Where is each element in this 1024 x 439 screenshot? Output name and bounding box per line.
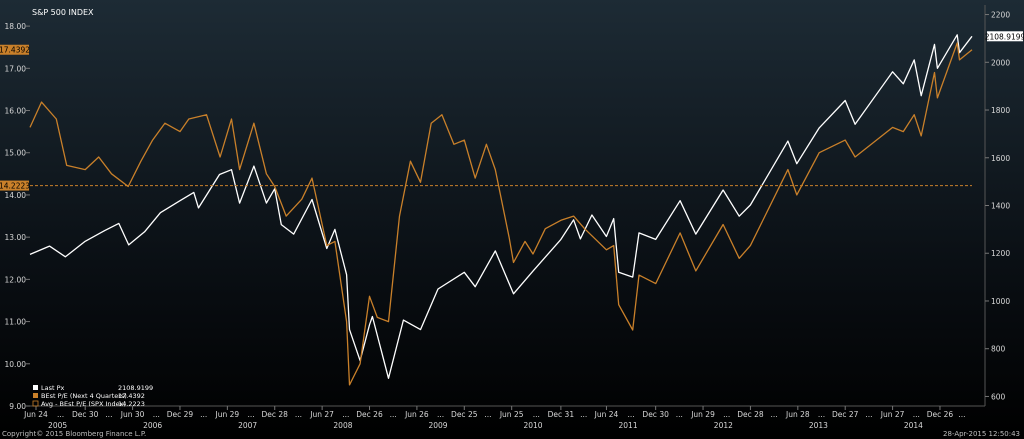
x-year-label: 2006	[143, 421, 162, 430]
legend-label-pe: BEst P/E (Next 4 Quarters)	[41, 392, 127, 400]
best-pe-line	[29, 42, 973, 386]
legend-label-price: Last Px	[41, 384, 65, 392]
footer-timestamp: 28-Apr-2015 12:50:43	[943, 430, 1020, 438]
y-left-tick-label: 15.00	[5, 149, 27, 158]
x-tick-label: Dec 27	[832, 410, 859, 419]
x-tick-label: Jun 24	[594, 410, 619, 419]
y-right-tick-label: 1400	[991, 202, 1010, 211]
y-left-tick-label: 14.00	[5, 191, 27, 200]
y-left-tick-label: 13.00	[5, 233, 27, 242]
y-right-tick-label: 800	[991, 345, 1006, 354]
x-tick-gap-marker: ...	[247, 410, 254, 419]
legend-value-price: 2108.9199	[118, 384, 153, 392]
chart-title: S&P 500 INDEX	[32, 8, 94, 17]
x-tick-gap-marker: ...	[437, 410, 444, 419]
legend-swatch-price	[33, 385, 38, 390]
x-tick-gap-marker: ...	[723, 410, 730, 419]
x-tick-label: Dec 30	[72, 410, 99, 419]
x-tick-gap-marker: ...	[105, 410, 112, 419]
y-left-tick-label: 9.00	[9, 402, 26, 411]
legend-value-avg: 14.2223	[118, 400, 145, 408]
x-year-label: 2005	[48, 421, 67, 430]
legend-value-pe: 17.4392	[118, 392, 145, 400]
x-tick-gap-marker: ...	[57, 410, 64, 419]
x-tick-gap-marker: ...	[295, 410, 302, 419]
x-tick-label: Dec 30	[642, 410, 669, 419]
x-year-label: 2014	[904, 421, 923, 430]
price-tag-label: 2108.9199	[985, 32, 1024, 41]
avg-tag-box	[0, 180, 29, 191]
legend: Last Px 2108.9199 BEst P/E (Next 4 Quart…	[32, 384, 153, 408]
x-tick-label: Dec 25	[451, 410, 478, 419]
x-year-label: 2007	[238, 421, 257, 430]
x-tick-label: Jun 26	[404, 410, 429, 419]
x-year-label: 2008	[333, 421, 352, 430]
x-tick-label: Jun 29	[690, 410, 715, 419]
x-tick-gap-marker: ...	[676, 410, 683, 419]
value-tags: 2108.9199 17.4392 14.2223	[0, 31, 1024, 191]
x-tick-gap-marker: ...	[627, 410, 634, 419]
y-right-tick-label: 600	[991, 392, 1006, 401]
legend-swatch-pe	[33, 393, 38, 398]
y-left-tick-label: 12.00	[5, 275, 27, 284]
x-year-label: 2012	[714, 421, 733, 430]
y-right-tick-label: 1800	[991, 106, 1010, 115]
x-tick-gap-marker: ...	[958, 410, 965, 419]
x-tick-label: Jun 28	[785, 410, 810, 419]
x-year-label: 2009	[428, 421, 447, 430]
x-tick-gap-marker: ...	[484, 410, 491, 419]
y-right-tick-label: 1600	[991, 154, 1010, 163]
x-tick-label: Dec 29	[167, 410, 194, 419]
y-right-tick-label: 2000	[991, 58, 1010, 67]
x-tick-gap-marker: ...	[390, 410, 397, 419]
x-tick-gap-marker: ...	[342, 410, 349, 419]
y-right-tick-label: 1000	[991, 297, 1010, 306]
footer-copyright: Copyright© 2015 Bloomberg Finance L.P.	[2, 430, 146, 438]
legend-label-avg: Avg - BEst P/E (SPX Index)	[41, 400, 126, 408]
y-left-tick-label: 16.00	[5, 107, 27, 116]
x-tick-label: Jun 29	[215, 410, 240, 419]
x-tick-gap-marker: ...	[200, 410, 207, 419]
x-tick-gap-marker: ...	[771, 410, 778, 419]
y-right-tick-label: 2200	[991, 11, 1010, 20]
x-ticks: Jun 24... Dec 30... Jun 30... Dec 29... Jun …	[23, 406, 966, 419]
x-tick-label: Dec 26	[927, 410, 954, 419]
x-tick-label: Dec 26	[356, 410, 383, 419]
x-tick-label: Jun 27	[309, 410, 334, 419]
x-tick-label: Jun 30	[120, 410, 145, 419]
x-year-label: 2013	[809, 421, 828, 430]
x-year-label: 2011	[619, 421, 638, 430]
y-left-ticks: 9.00 10.00 11.00 12.00 13.00 14.00 15.00 16.00 1…	[5, 22, 30, 411]
pe-tag-box	[0, 44, 29, 55]
y-right-ticks: 600 800 1000 1200 1400 1600 1800 2000 2200	[985, 11, 1010, 401]
y-right-tick-label: 1200	[991, 249, 1010, 258]
x-tick-label: Jun 27	[880, 410, 905, 419]
x-tick-label: Dec 28	[737, 410, 764, 419]
x-tick-gap-marker: ...	[818, 410, 825, 419]
y-left-tick-label: 11.00	[5, 318, 27, 327]
x-tick-label: Jun 25	[499, 410, 524, 419]
x-tick-label: Dec 28	[262, 410, 289, 419]
x-tick-gap-marker: ...	[153, 410, 160, 419]
pe-tag-label: 17.4392	[0, 46, 30, 55]
series-lines	[29, 34, 973, 386]
x-tick-label: Jun 24	[23, 410, 48, 419]
x-tick-gap-marker: ...	[533, 410, 540, 419]
x-year-labels: 2005 2006 2007 2008 2009 2010 2011 2012 2013 2014	[48, 421, 923, 430]
avg-tag-label: 14.2223	[0, 182, 30, 191]
x-tick-gap-marker: ...	[580, 410, 587, 419]
x-tick-gap-marker: ...	[865, 410, 872, 419]
legend-swatch-avg	[32, 400, 39, 407]
y-left-tick-label: 17.00	[5, 64, 27, 73]
last-px-line	[29, 34, 973, 379]
y-left-tick-label: 18.00	[5, 22, 27, 31]
x-year-label: 2010	[523, 421, 542, 430]
x-tick-label: Dec 31	[548, 410, 575, 419]
y-left-tick-label: 10.00	[5, 360, 27, 369]
x-tick-gap-marker: ...	[913, 410, 920, 419]
price-tag-box	[987, 31, 1023, 42]
